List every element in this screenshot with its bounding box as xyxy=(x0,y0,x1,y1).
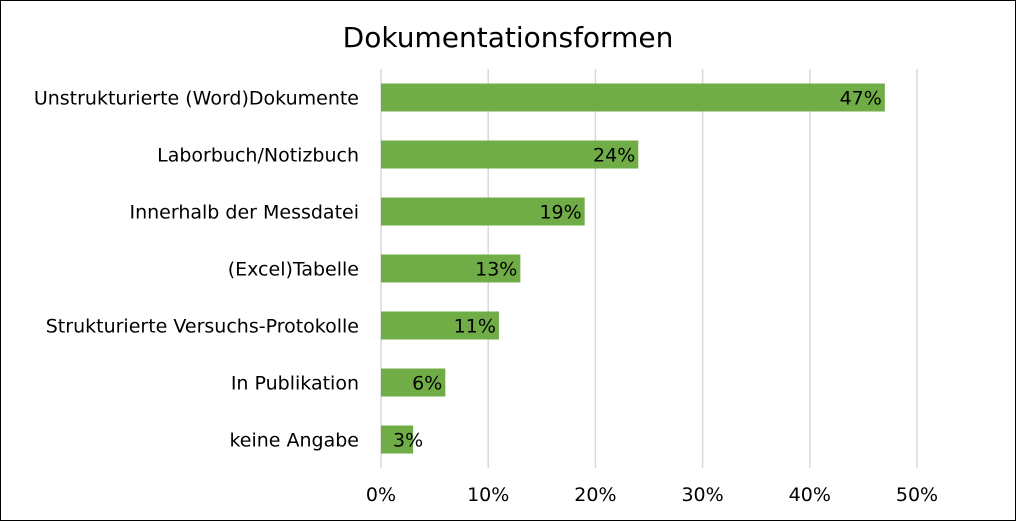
data-label: 3% xyxy=(393,430,423,452)
bars xyxy=(381,83,885,454)
x-tick-label: 40% xyxy=(789,484,831,506)
category-label: In Publikation xyxy=(231,373,359,395)
category-label: (Excel)Tabelle xyxy=(228,259,359,281)
gridlines xyxy=(380,69,918,468)
data-label: 24% xyxy=(593,145,635,167)
bar xyxy=(381,140,639,169)
x-tick-label: 20% xyxy=(574,484,616,506)
x-tick-label: 50% xyxy=(896,484,938,506)
category-label: Laborbuch/Notizbuch xyxy=(157,145,359,167)
bar xyxy=(381,311,499,340)
bar xyxy=(381,254,521,283)
x-tick-label: 10% xyxy=(467,484,509,506)
category-label: Unstrukturierte (Word)Dokumente xyxy=(34,88,359,110)
category-label: Strukturierte Versuchs-Protokolle xyxy=(46,316,359,338)
x-axis-tick-labels: 0% 10% 20% 30% 40% 50% xyxy=(366,484,938,506)
data-label: 19% xyxy=(539,202,581,224)
data-label: 47% xyxy=(840,88,882,110)
bar xyxy=(381,197,585,226)
bar xyxy=(381,83,885,112)
data-label: 13% xyxy=(475,259,517,281)
x-tick-label: 30% xyxy=(681,484,723,506)
category-label: keine Angabe xyxy=(229,430,359,452)
data-label: 11% xyxy=(454,316,496,338)
bar xyxy=(381,368,446,397)
data-labels: 47% 24% 19% 13% 11% 6% 3% xyxy=(393,88,882,452)
x-tick-label: 0% xyxy=(366,484,396,506)
category-label: Innerhalb der Messdatei xyxy=(129,202,359,224)
chart-title: Dokumentationsformen xyxy=(343,21,674,54)
bar xyxy=(381,425,414,454)
category-labels: Unstrukturierte (Word)Dokumente Laborbuch… xyxy=(34,88,359,452)
data-label: 6% xyxy=(412,373,442,395)
